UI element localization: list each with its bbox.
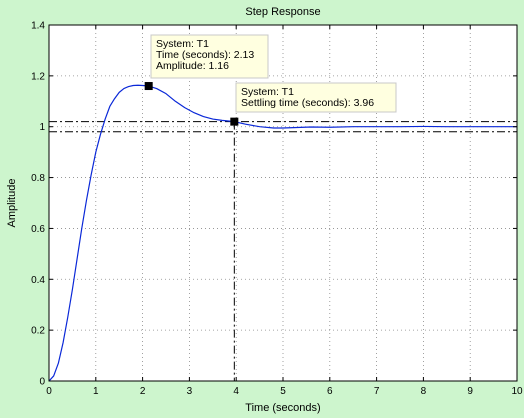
x-tick-label: 9 — [467, 386, 473, 397]
x-axis-label: Time (seconds) — [245, 402, 320, 414]
settling-bounds — [49, 121, 517, 133]
datatip-text: System: T1 — [156, 38, 209, 50]
y-tick-label: 0.2 — [31, 326, 45, 337]
datatip-text: System: T1 — [241, 86, 294, 98]
x-tick-label: 2 — [140, 386, 146, 397]
x-tick-label: 3 — [187, 386, 193, 397]
x-tick-label: 8 — [421, 386, 427, 397]
series-line-t1 — [48, 84, 517, 382]
response-series — [48, 84, 517, 382]
y-axis-ticks: 0 0.2 0.4 0.6 0.8 1 1.2 1.4 — [31, 21, 517, 388]
x-tick-label: 1 — [93, 386, 99, 397]
y-tick-label: 0.4 — [31, 275, 45, 286]
datatip-text: Settling time (seconds): 3.96 — [241, 97, 374, 109]
datatip-box — [150, 34, 269, 79]
datatip-marker[interactable] — [144, 82, 153, 91]
y-axis-label: Amplitude — [6, 179, 18, 228]
x-tick-label: 4 — [233, 386, 239, 397]
y-tick-label: 1.2 — [31, 71, 45, 82]
datatip-text: Time (seconds): 2.13 — [156, 49, 254, 61]
datatip-marker[interactable] — [230, 117, 239, 126]
x-tick-label: 0 — [46, 386, 52, 397]
y-tick-label: 1.4 — [31, 21, 45, 32]
x-tick-label: 10 — [511, 386, 523, 397]
plot-area — [49, 25, 517, 381]
x-tick-label: 7 — [374, 386, 380, 397]
datatip-text: Amplitude: 1.16 — [156, 60, 229, 72]
datatip-box — [235, 82, 397, 113]
y-tick-label: 0 — [39, 377, 45, 388]
y-tick-label: 0.6 — [31, 224, 45, 235]
x-tick-label: 5 — [280, 386, 286, 397]
x-tick-label: 6 — [327, 386, 333, 397]
x-axis-ticks: 0 1 2 3 4 5 6 7 8 9 10 — [46, 25, 523, 397]
y-tick-label: 0.8 — [31, 173, 45, 184]
y-tick-label: 1 — [39, 122, 45, 133]
chart-title: Step Response — [245, 6, 320, 18]
